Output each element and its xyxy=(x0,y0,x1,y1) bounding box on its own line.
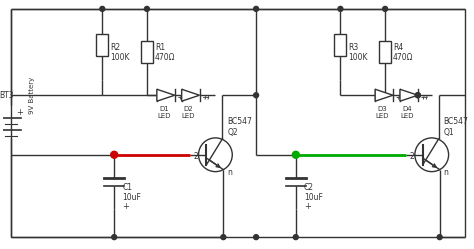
Polygon shape xyxy=(400,89,418,101)
Circle shape xyxy=(415,93,420,98)
Polygon shape xyxy=(182,89,200,101)
Text: BT3: BT3 xyxy=(0,91,14,100)
Text: 2: 2 xyxy=(410,152,414,161)
Text: +: + xyxy=(16,108,23,117)
Text: R3
100K: R3 100K xyxy=(348,43,368,62)
Circle shape xyxy=(100,6,105,11)
Circle shape xyxy=(145,6,149,11)
Text: n: n xyxy=(227,168,232,177)
Bar xyxy=(379,41,391,63)
Text: C2
10uF: C2 10uF xyxy=(304,183,323,202)
Text: BC547
Q1: BC547 Q1 xyxy=(444,117,468,137)
Text: 2: 2 xyxy=(193,152,198,161)
Circle shape xyxy=(254,93,259,98)
Text: C1
10uF: C1 10uF xyxy=(122,183,141,202)
Circle shape xyxy=(112,235,117,240)
Circle shape xyxy=(338,6,343,11)
Circle shape xyxy=(221,235,226,240)
Circle shape xyxy=(383,6,388,11)
Text: R4
470Ω: R4 470Ω xyxy=(393,43,413,62)
Circle shape xyxy=(254,6,259,11)
Circle shape xyxy=(293,235,298,240)
Text: D4
LED: D4 LED xyxy=(400,106,414,119)
Text: D1
LED: D1 LED xyxy=(157,106,171,119)
Circle shape xyxy=(415,93,420,98)
Circle shape xyxy=(111,151,118,158)
Bar xyxy=(141,41,153,63)
Text: +: + xyxy=(122,202,129,211)
Text: n: n xyxy=(443,168,448,177)
Circle shape xyxy=(254,235,259,240)
Text: 9V Battery: 9V Battery xyxy=(29,77,35,114)
Polygon shape xyxy=(375,89,393,101)
Text: R2
100K: R2 100K xyxy=(110,43,130,62)
Text: D3
LED: D3 LED xyxy=(375,106,389,119)
Text: D2
LED: D2 LED xyxy=(182,106,195,119)
Polygon shape xyxy=(157,89,175,101)
Text: +: + xyxy=(304,202,310,211)
Bar xyxy=(96,34,108,56)
Circle shape xyxy=(292,151,299,158)
Circle shape xyxy=(437,235,442,240)
Text: BC547
Q2: BC547 Q2 xyxy=(228,117,252,137)
Text: R1
470Ω: R1 470Ω xyxy=(155,43,175,62)
Bar xyxy=(335,34,346,56)
